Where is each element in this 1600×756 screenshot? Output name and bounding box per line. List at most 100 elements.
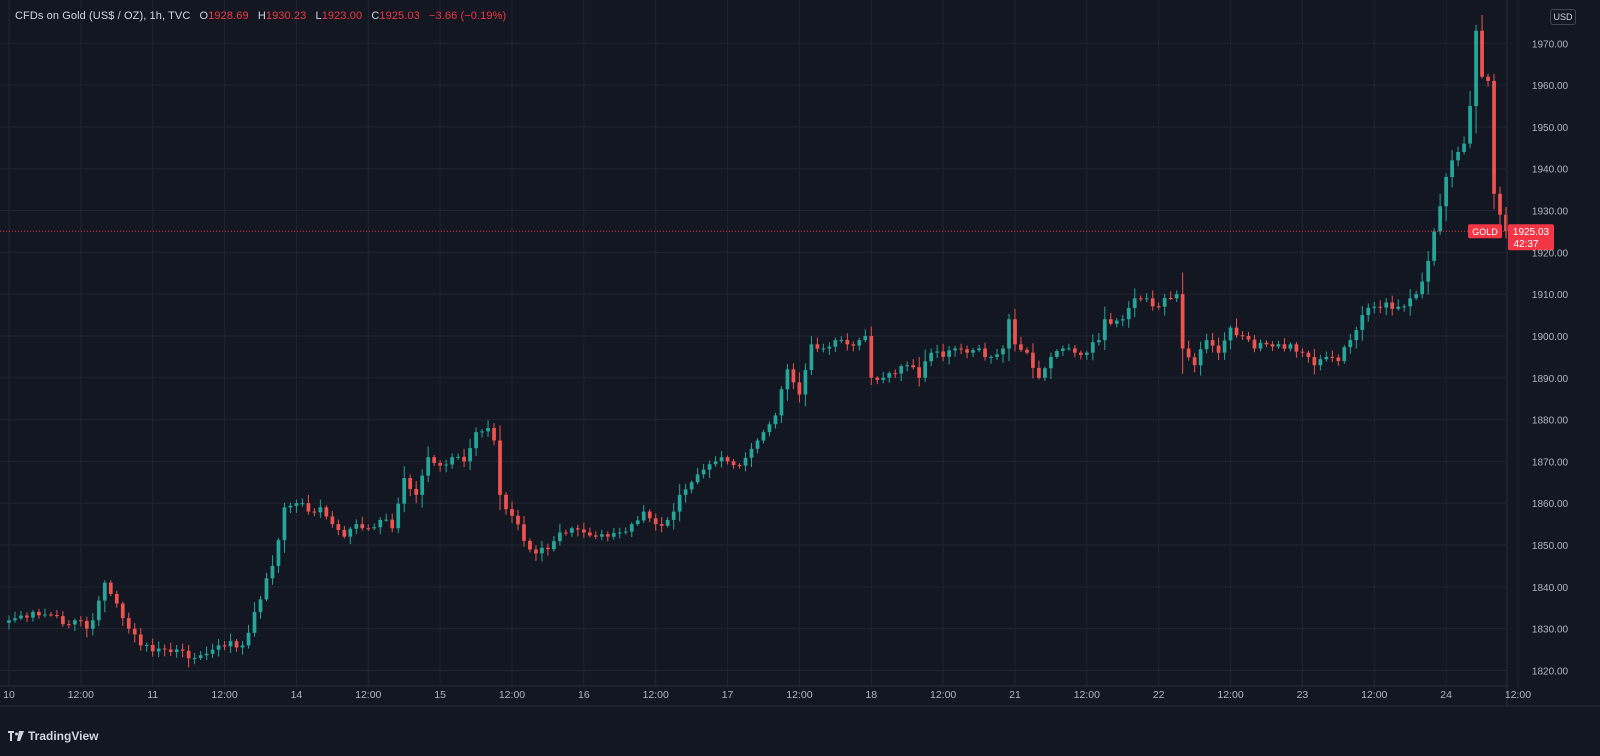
candle-body [1384, 302, 1389, 308]
candle-body [1480, 30, 1484, 77]
brand-name: TradingView [28, 729, 99, 743]
time-axis[interactable]: 10 12:00 11 12:00 14 12:00 15 12:00 16 12:00 17 12:… [0, 685, 1600, 707]
time-tick-label: 12:00 [930, 689, 956, 701]
candle-body [150, 644, 155, 652]
candle-body [671, 511, 676, 520]
candle-body [911, 365, 916, 368]
candle-body [174, 649, 179, 652]
candle-body [617, 532, 622, 534]
candle-body [1360, 315, 1365, 331]
candle-body [378, 519, 383, 528]
candle-body [198, 655, 203, 658]
price-tick-label: 1840.00 [1532, 583, 1569, 594]
candle-body [528, 540, 532, 550]
candle-body [390, 519, 395, 529]
candle-body [1468, 105, 1472, 144]
candle-body [971, 350, 975, 353]
candle-body [1450, 160, 1454, 178]
time-tick-label: 12:00 [68, 689, 94, 701]
candle-body [833, 340, 838, 347]
candle-body [456, 456, 460, 458]
candle-body [953, 348, 957, 351]
candle-body [318, 507, 323, 513]
candle-body [1102, 319, 1107, 341]
candle-body [522, 524, 526, 541]
candle-body [19, 615, 23, 619]
candle-body [25, 615, 29, 618]
candle-body [1498, 193, 1502, 215]
candle-body [725, 457, 730, 462]
candle-body [1031, 352, 1035, 368]
symbol-title[interactable]: CFDs on Gold (US$ / OZ), 1h, TVC [15, 10, 191, 22]
candle-body [1264, 342, 1269, 345]
candle-body [438, 462, 442, 466]
time-tick-label: 12:00 [211, 689, 237, 701]
price-tick-label: 1880.00 [1532, 416, 1569, 427]
candle-body [102, 582, 107, 601]
candle-body [414, 488, 419, 495]
brand-logo[interactable]: TradingView [8, 729, 98, 743]
candle-body [120, 603, 125, 619]
candle-body [1001, 348, 1005, 355]
candle-body [1084, 352, 1089, 355]
candle-body [1486, 76, 1490, 81]
candle-body [84, 620, 89, 629]
candle-body [707, 464, 712, 470]
candle-body [1198, 349, 1203, 366]
candle-body [1324, 356, 1329, 360]
price-tick-label: 1960.00 [1532, 81, 1569, 92]
candle-body [1456, 151, 1460, 161]
candle-body [785, 369, 790, 390]
candle-body [408, 478, 413, 489]
candle-body [1342, 347, 1347, 362]
candle-body [1162, 297, 1167, 307]
price-tick-label: 1930.00 [1532, 207, 1569, 218]
candle-body [737, 465, 742, 467]
candle-body [869, 335, 874, 378]
candle-body [749, 448, 754, 458]
candle-body [809, 344, 814, 370]
candle-body [1318, 359, 1323, 366]
candle-body [78, 620, 83, 622]
candle-body [132, 628, 137, 635]
candle-body [815, 344, 820, 349]
candle-body [947, 350, 951, 357]
candle-body [1228, 327, 1233, 341]
candle-body [144, 644, 149, 646]
candle-body [881, 377, 886, 380]
candle-body [7, 620, 11, 623]
candle-body [1258, 342, 1263, 349]
candle-body [1372, 306, 1377, 308]
candle-body [857, 340, 862, 346]
time-tick-label: 15 [434, 689, 446, 701]
candle-body [330, 516, 335, 525]
candle-body [1354, 330, 1359, 341]
price-tick-label: 1870.00 [1532, 457, 1569, 468]
price-axis[interactable]: 1820.00 1830.00 1840.00 1850.00 1860.00 1870.… [1506, 0, 1569, 705]
candle-body [1049, 356, 1053, 369]
candle-body [1504, 214, 1508, 232]
time-tick-label: 21 [1009, 689, 1021, 701]
candle-body [1007, 319, 1011, 349]
candle-body [851, 344, 856, 346]
candle-body [49, 614, 53, 616]
candle-body [1096, 340, 1101, 343]
time-tick-label: 12:00 [1074, 689, 1100, 701]
candle-body [1336, 357, 1341, 362]
candle-body [1492, 80, 1496, 194]
candle-body [1426, 260, 1431, 282]
candle-body [689, 482, 694, 490]
price-tick-label: 1830.00 [1532, 625, 1569, 636]
last-price-value: 1925.03 [1513, 227, 1550, 238]
candle-body [1043, 368, 1047, 378]
ohlc-legend: CFDs on Gold (US$ / OZ), 1h, TVC O1928.6… [15, 10, 506, 22]
candle-body [1252, 339, 1257, 349]
candle-body [108, 582, 113, 594]
candle-body [1222, 340, 1227, 353]
candle-body [581, 529, 586, 533]
price-tick-label: 1970.00 [1532, 39, 1569, 50]
candle-body [1330, 356, 1335, 358]
currency-badge[interactable]: USD [1550, 9, 1576, 25]
